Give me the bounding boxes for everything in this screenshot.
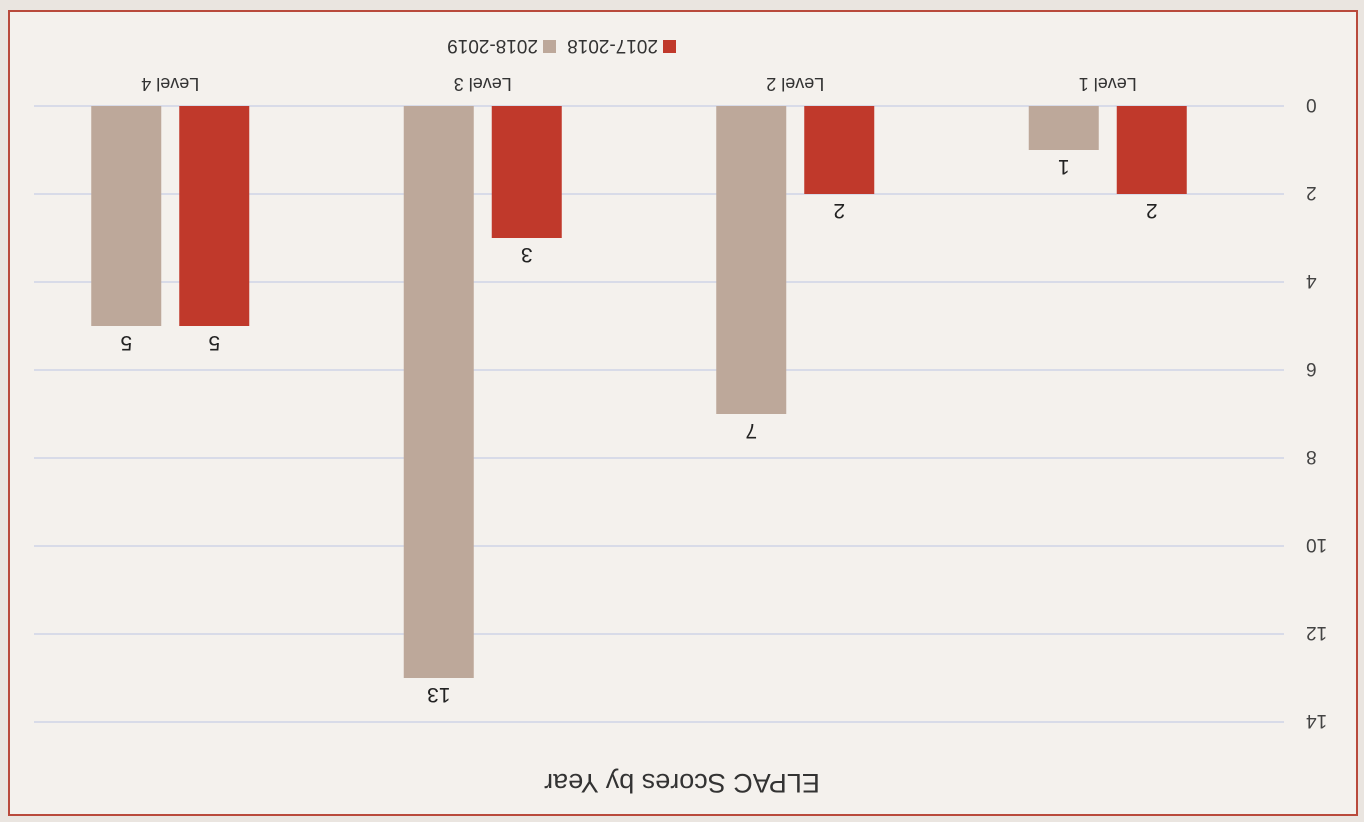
legend: 2017-2018 2018-2019 xyxy=(447,35,676,56)
legend-swatch xyxy=(663,40,676,53)
legend-swatch xyxy=(543,40,556,53)
bar-level-2-2018-2019 xyxy=(716,106,787,414)
bar-level-3-2017-2018 xyxy=(491,106,562,238)
legend-label: 2018-2019 xyxy=(447,35,538,56)
y-tick-label: 4 xyxy=(1306,270,1317,291)
chart-title: ELPAC Scores by Year xyxy=(544,768,820,798)
category-label: Level 4 xyxy=(141,74,199,94)
bars xyxy=(91,106,1187,678)
grid-lines xyxy=(34,105,1284,723)
y-tick-label: 12 xyxy=(1306,622,1327,643)
bar-level-2-2017-2018 xyxy=(804,106,875,194)
bar-level-3-2018-2019 xyxy=(403,106,474,678)
y-tick-label: 2 xyxy=(1306,182,1317,203)
category-labels: Level 1 Level 2 Level 3 Level 4 xyxy=(141,74,1137,94)
bar-level-1-2018-2019 xyxy=(1028,106,1099,150)
bar-level-1-2017-2018 xyxy=(1116,106,1187,194)
data-label: 2 xyxy=(833,199,845,222)
y-axis: 0 2 4 6 8 10 12 14 xyxy=(1306,94,1328,731)
data-label: 1 xyxy=(1058,155,1070,178)
y-tick-label: 6 xyxy=(1306,358,1317,379)
data-label: 7 xyxy=(745,419,757,442)
y-tick-label: 8 xyxy=(1306,446,1317,467)
bar-level-4-2017-2018 xyxy=(179,106,250,326)
category-label: Level 3 xyxy=(454,74,512,94)
data-label: 3 xyxy=(521,243,533,266)
y-tick-label: 14 xyxy=(1306,710,1328,731)
data-labels: 2 1 2 7 3 13 5 5 xyxy=(120,155,1157,706)
y-tick-label: 10 xyxy=(1306,534,1327,555)
data-label: 5 xyxy=(120,331,132,354)
data-label: 2 xyxy=(1146,199,1158,222)
legend-label: 2017-2018 xyxy=(567,35,658,56)
y-tick-label: 0 xyxy=(1306,94,1317,115)
data-label: 13 xyxy=(427,683,450,706)
data-label: 5 xyxy=(208,331,220,354)
category-label: Level 2 xyxy=(766,74,824,94)
bar-level-4-2018-2019 xyxy=(91,106,162,326)
category-label: Level 1 xyxy=(1079,74,1137,94)
